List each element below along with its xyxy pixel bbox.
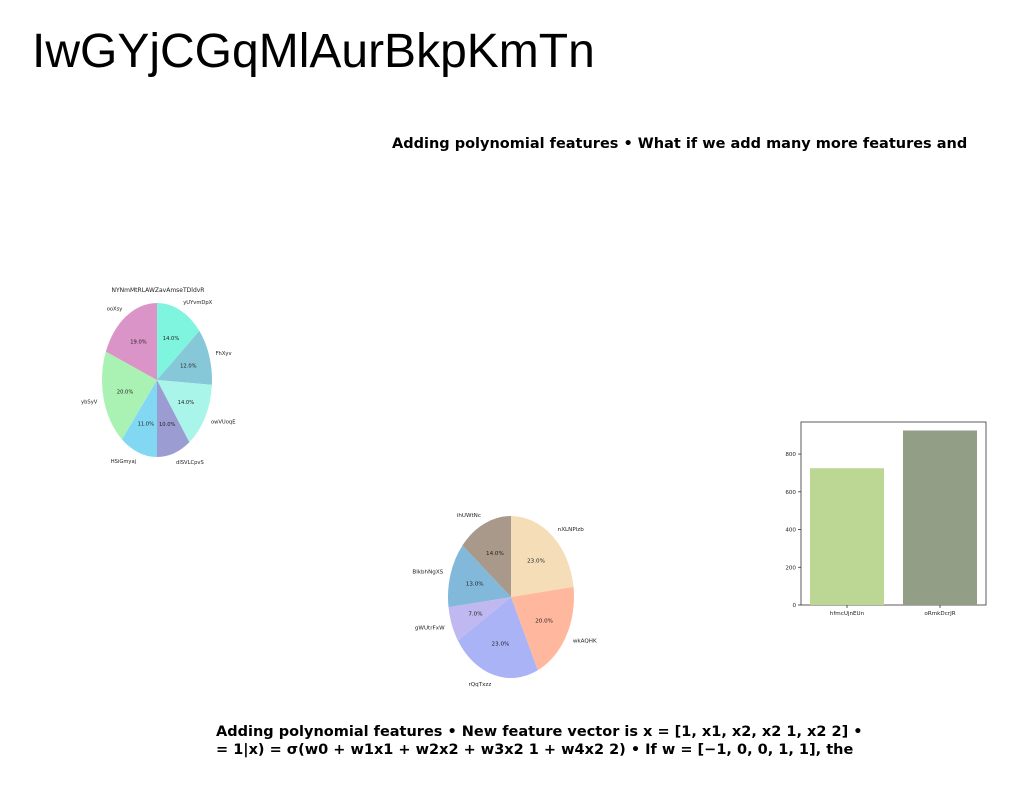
pie-1-category-label-2: owVUoqE <box>211 419 236 425</box>
pie-chart-2: 23.0% nXLNPlzb 20.0% wkAQHK 23.0% rQqTxzz 7.0%… <box>412 513 597 688</box>
pie-2-slice-1 <box>511 586 574 671</box>
pie-1-slice-5 <box>101 351 157 440</box>
pie-1-category-label-3: dlSVLCpvS <box>176 460 204 466</box>
bar-chart-bars <box>810 430 977 605</box>
bar-chart-ticks: 0 200 400 600 800 hfmcUjnEUn oRmkDcrJR <box>785 452 955 617</box>
pie-1-category-label-5: ybSyV <box>81 399 98 405</box>
pie-chart-1-slices <box>101 303 212 457</box>
pie-1-category-label-6: ooXsy <box>107 306 123 312</box>
pie-2-slice-5 <box>462 516 511 597</box>
bar-chart-ytick-label-4: 800 <box>785 452 796 458</box>
pie-1-category-label-1: FhXyv <box>216 351 232 357</box>
pie-1-category-label-4: HSiGmyaj <box>111 459 136 465</box>
pie-1-value-label-2: 14.0% <box>178 400 195 406</box>
pie-1-slice-3 <box>157 380 190 457</box>
pie-1-slice-4 <box>121 380 157 457</box>
bar-chart-bar-1 <box>903 430 977 605</box>
page-title: IwGYjCGqMlAurBkpKmTn <box>32 25 595 78</box>
bar-chart-axes <box>800 421 987 606</box>
bar-chart-ytick-label-2: 400 <box>785 528 796 534</box>
slide-text-bottom-line1: Adding polynomial features • New feature… <box>216 724 863 740</box>
pie-2-category-label-0: nXLNPlzb <box>558 527 585 533</box>
pie-chart-1-title: NYNmMtRLAWZavAmseTDldvR <box>112 287 205 294</box>
pie-2-value-label-5: 14.0% <box>486 551 504 557</box>
pie-1-value-label-6: 19.0% <box>130 340 147 346</box>
pie-1-slice-6 <box>105 303 157 380</box>
pie-1-value-label-3: 10.0% <box>159 422 176 428</box>
bar-chart-ytick-label-0: 0 <box>792 603 796 609</box>
pie-2-category-label-1: wkAQHK <box>573 639 597 645</box>
pie-2-value-label-2: 23.0% <box>492 642 510 648</box>
pie-1-slice-2 <box>157 380 212 443</box>
pie-2-category-label-4: BlkbhNgXS <box>412 570 443 576</box>
pie-chart-2-labels: 23.0% nXLNPlzb 20.0% wkAQHK 23.0% rQqTxzz 7.0%… <box>412 513 597 688</box>
pie-1-value-label-1: 12.0% <box>180 364 197 370</box>
bar-chart-bar-0 <box>810 468 884 605</box>
pie-1-value-label-0: 14.0% <box>163 336 180 342</box>
pie-1-slice-1 <box>157 330 212 385</box>
pie-1-value-label-5: 20.0% <box>117 389 134 395</box>
pie-2-category-label-2: rQqTxzz <box>468 682 491 688</box>
pie-2-value-label-1: 20.0% <box>535 618 553 624</box>
pie-1-value-label-4: 11.0% <box>138 421 155 427</box>
pie-2-value-label-4: 13.0% <box>466 581 484 587</box>
pie-chart-1-labels: 14.0% yUYvmDpX 12.0% FhXyv 14.0% owVUoqE 10.0%… <box>81 300 235 466</box>
bar-chart-xtick-label-1: oRmkDcrJR <box>924 611 955 617</box>
pie-2-value-label-3: 7.0% <box>468 611 482 617</box>
bar-chart-ytick-label-1: 200 <box>785 565 796 571</box>
bar-chart-xtick-label-0: hfmcUjnEUn <box>830 611 865 617</box>
pie-chart-2-slices <box>448 516 574 678</box>
bar-chart: 0 200 400 600 800 hfmcUjnEUn oRmkDcrJR <box>785 421 987 617</box>
pie-chart-1: NYNmMtRLAWZavAmseTDldvR 14.0% yUYvmDpX 12.… <box>81 287 235 466</box>
pie-2-category-label-3: gWUtrFxW <box>415 626 445 632</box>
slide-text-bottom-line2: = 1|x) = σ(w0 + w1x1 + w2x2 + w3x2 1 + w… <box>216 742 854 758</box>
pie-2-slice-2 <box>457 597 538 678</box>
pie-2-slice-0 <box>511 516 574 597</box>
slide-text-top: Adding polynomial features • What if we … <box>392 136 968 152</box>
bar-chart-frame <box>800 421 987 606</box>
pie-2-slice-4 <box>448 545 511 608</box>
pie-2-category-label-5: ihUWtNc <box>457 513 481 519</box>
pie-2-value-label-0: 23.0% <box>527 559 545 565</box>
slide-text-bottom: Adding polynomial features • New feature… <box>216 723 863 759</box>
bar-chart-ytick-label-3: 600 <box>785 490 796 496</box>
pie-2-slice-3 <box>448 597 511 641</box>
pie-1-slice-0 <box>157 303 200 380</box>
pie-1-category-label-0: yUYvmDpX <box>183 300 212 306</box>
